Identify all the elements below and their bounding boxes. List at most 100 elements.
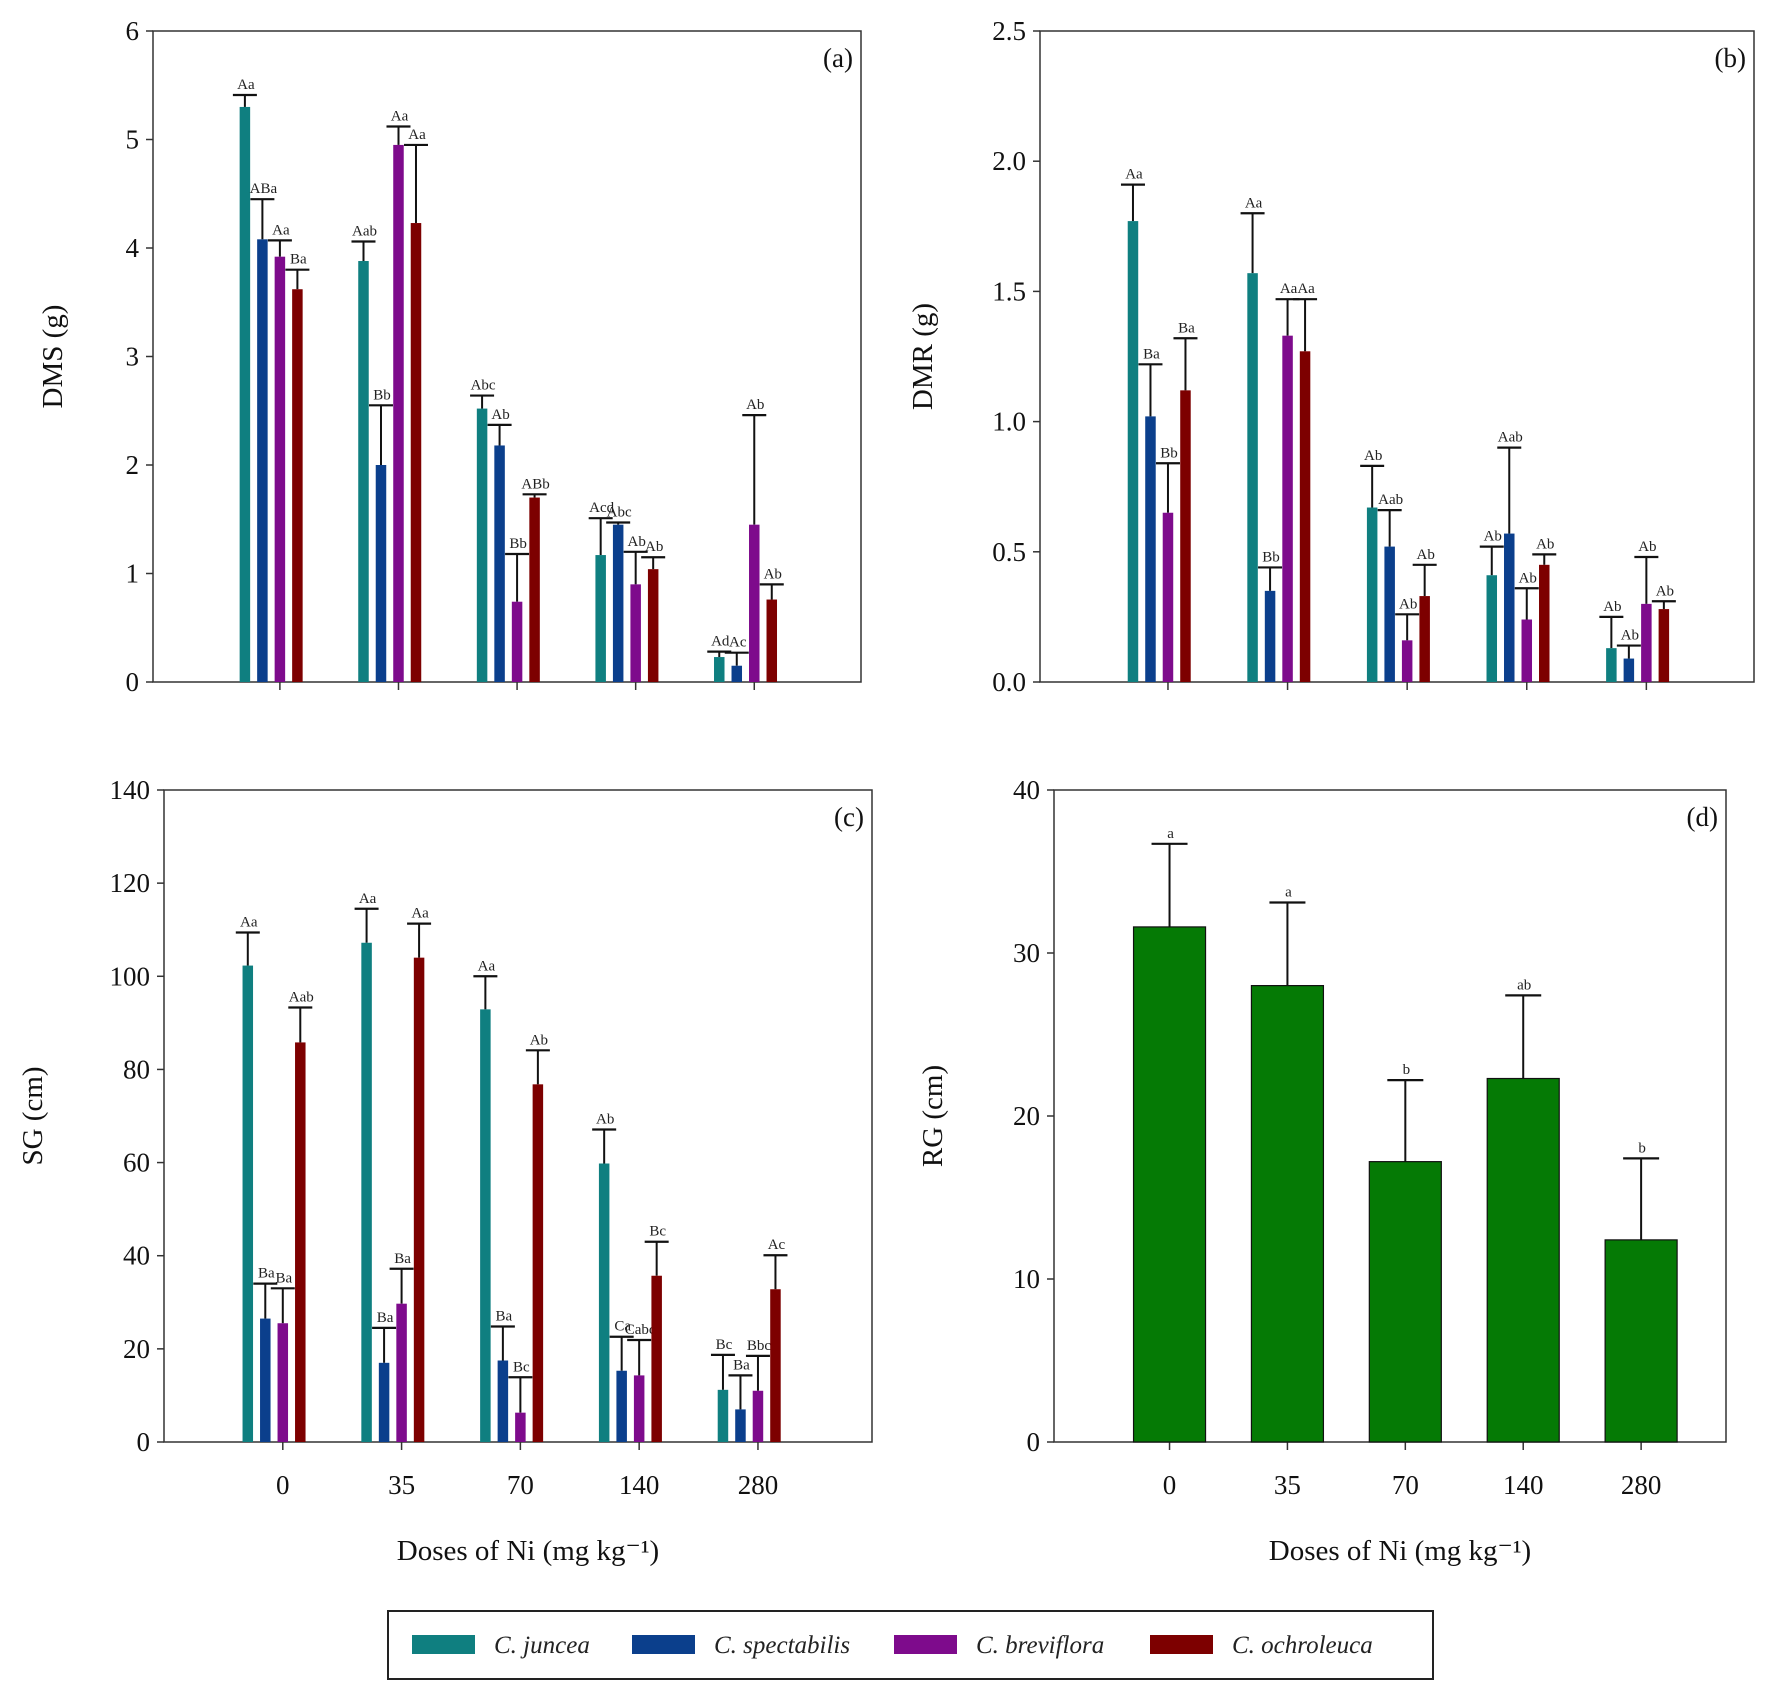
bar: [239, 106, 251, 682]
significance-letter: Ca: [614, 1319, 631, 1335]
bar: [361, 942, 372, 1442]
significance-letter: Ab: [1536, 536, 1554, 552]
bar: [494, 445, 505, 682]
significance-letter: Aa: [1245, 195, 1263, 211]
legend-item: C. breviflora: [894, 1632, 1104, 1659]
significance-letter: Bc: [513, 1359, 530, 1375]
bar: [497, 1360, 509, 1442]
plot-frame: [1039, 30, 1755, 683]
bar: [612, 524, 624, 682]
y-tick-label: 140: [110, 775, 151, 805]
y-tick-label: 2: [126, 450, 140, 480]
bar: [749, 524, 760, 682]
y-tick-label: 4: [126, 233, 140, 263]
x-tick-label: 35: [388, 1470, 415, 1500]
y-tick-label: 1.5: [992, 276, 1026, 306]
bar: [595, 555, 606, 682]
bar: [1127, 221, 1139, 683]
bar: [292, 289, 303, 682]
y-tick-label: 6: [126, 16, 140, 46]
significance-letter: Ab: [596, 1112, 614, 1128]
bar: [1486, 1077, 1560, 1443]
y-tick-label: 1.0: [992, 407, 1026, 437]
legend: C. juncea C. spectabilis C. breviflora C. o…: [387, 1610, 1434, 1680]
significance-letter: Aa: [408, 127, 426, 143]
bar: [735, 1409, 746, 1442]
significance-letter: Aa: [272, 222, 290, 238]
x-tick-label: 35: [1274, 1470, 1301, 1500]
bar: [731, 665, 743, 682]
bar: [393, 144, 404, 683]
significance-letter: Ab: [1364, 448, 1382, 464]
legend-swatch: [894, 1635, 957, 1654]
significance-letter: a: [1285, 884, 1292, 900]
bar: [260, 1318, 271, 1442]
y-tick-label: 80: [123, 1054, 150, 1084]
legend-label: C. breviflora: [976, 1632, 1104, 1659]
bar: [515, 1412, 526, 1442]
x-tick-label: 0: [276, 1470, 290, 1500]
significance-letter: Ab: [628, 534, 646, 550]
bar: [752, 1390, 764, 1442]
significance-letter: Ab: [1519, 570, 1537, 586]
x-axis-title: Doses of Ni (mg kg⁻¹): [1269, 1535, 1531, 1567]
bar: [511, 601, 523, 682]
bar: [476, 408, 488, 682]
y-axis-title: SG (cm): [17, 1066, 49, 1165]
bar: [1486, 575, 1498, 682]
significance-letter: Ba: [1178, 320, 1195, 336]
significance-letter: Bbc: [747, 1338, 772, 1354]
significance-letter: ABa: [250, 181, 278, 197]
panel-label: (d): [1687, 802, 1718, 832]
bar: [770, 1289, 781, 1442]
x-axis-title: Doses of Ni (mg kg⁻¹): [397, 1535, 659, 1567]
significance-letter: Bc: [649, 1224, 666, 1240]
significance-letter: Aa: [1280, 281, 1298, 297]
bar: [295, 1042, 306, 1442]
y-axis-title: DMR (g): [907, 303, 939, 410]
significance-letter: ab: [1517, 977, 1531, 993]
y-tick-label: 3: [126, 342, 140, 372]
significance-letter: Bb: [1160, 445, 1178, 461]
significance-letter: Aa: [359, 891, 377, 907]
legend-item: C. ochroleuca: [1150, 1632, 1373, 1659]
panel-label: (b): [1715, 43, 1746, 73]
significance-letter: Ba: [1143, 346, 1160, 362]
bar: [375, 465, 387, 682]
y-tick-label: 0: [126, 667, 140, 697]
y-tick-label: 20: [123, 1334, 150, 1364]
significance-letter: Ba: [275, 1270, 292, 1286]
significance-letter: Ab: [1399, 596, 1417, 612]
y-tick-label: 10: [1013, 1264, 1040, 1294]
bar: [766, 599, 778, 682]
bar: [1539, 564, 1550, 682]
significance-letter: Abc: [471, 378, 496, 394]
significance-letter: Acd: [589, 500, 614, 516]
panel-c: 0 20 40 60 80 100 120 140 0 35 70 140 280 SG (cm) Dose…: [17, 775, 873, 1567]
x-tick-label: 140: [1503, 1470, 1544, 1500]
series-c-juncea: Aa Aa Aa Ab Bc: [235, 891, 735, 1442]
bar: [616, 1370, 627, 1442]
bar: [1419, 596, 1430, 682]
significance-letter: Ab: [746, 397, 764, 413]
significance-letter: a: [1167, 826, 1174, 842]
bar: [274, 256, 286, 682]
significance-letter: Ac: [729, 635, 747, 651]
bar: [633, 1375, 645, 1442]
significance-letter: Aa: [391, 108, 409, 124]
bar: [1658, 609, 1670, 682]
y-axis-title: RG (cm): [917, 1065, 949, 1167]
bar: [647, 569, 659, 682]
bar: [1247, 273, 1258, 682]
bar: [1623, 658, 1635, 682]
significance-letter: Ba: [733, 1357, 750, 1373]
significance-letter: Aab: [352, 223, 377, 239]
significance-letter: Ac: [768, 1237, 786, 1253]
significance-letter: Ba: [377, 1310, 394, 1326]
significance-letter: Ad: [711, 634, 730, 650]
bar: [1299, 351, 1311, 682]
significance-letter: Aa: [240, 915, 258, 931]
y-tick-label: 60: [123, 1148, 150, 1178]
